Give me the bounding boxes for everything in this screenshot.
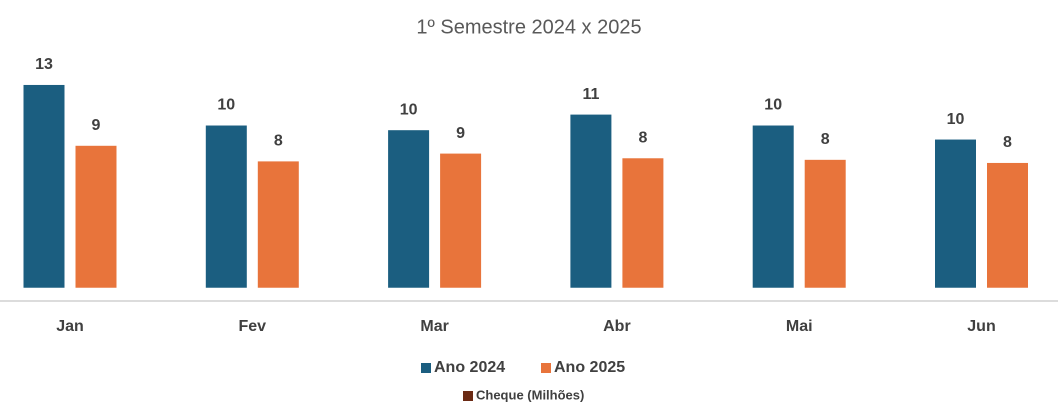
bar — [987, 162, 1028, 288]
x-tick-label: Fev — [239, 318, 267, 335]
legend-label: Ano 2025 — [554, 359, 625, 376]
legend-swatch — [421, 363, 431, 373]
data-label: 10 — [400, 101, 418, 118]
bar — [804, 159, 846, 288]
x-tick-label: Mai — [786, 318, 813, 335]
data-label: 8 — [638, 129, 647, 146]
data-label: 10 — [764, 97, 782, 114]
x-tick-label: Jan — [56, 318, 84, 335]
bar — [75, 145, 117, 288]
x-tick-label: Mar — [420, 318, 448, 335]
legend-swatch — [541, 363, 551, 373]
x-tick-label: Abr — [603, 318, 631, 335]
data-label: 13 — [35, 56, 53, 73]
bar — [752, 125, 794, 288]
bar — [935, 139, 976, 288]
data-label: 9 — [92, 117, 101, 134]
legend-label: Cheque (Milhões) — [476, 387, 584, 402]
bar — [257, 161, 299, 288]
bar — [205, 125, 247, 288]
data-label: 9 — [456, 125, 465, 142]
data-label: 10 — [217, 97, 235, 114]
data-label: 11 — [582, 86, 599, 103]
legend-label: Ano 2024 — [434, 359, 505, 376]
legend-swatch — [463, 391, 473, 401]
bar — [440, 153, 482, 288]
bar — [23, 84, 65, 288]
bar — [622, 158, 664, 288]
x-tick-label: Jun — [967, 318, 995, 335]
data-label: 10 — [947, 111, 965, 128]
data-label: 8 — [274, 133, 283, 150]
data-label: 8 — [821, 131, 830, 148]
chart-title: 1º Semestre 2024 x 2025 — [416, 16, 641, 38]
bar — [570, 114, 612, 288]
bar — [388, 130, 430, 288]
data-label: 8 — [1003, 134, 1012, 151]
